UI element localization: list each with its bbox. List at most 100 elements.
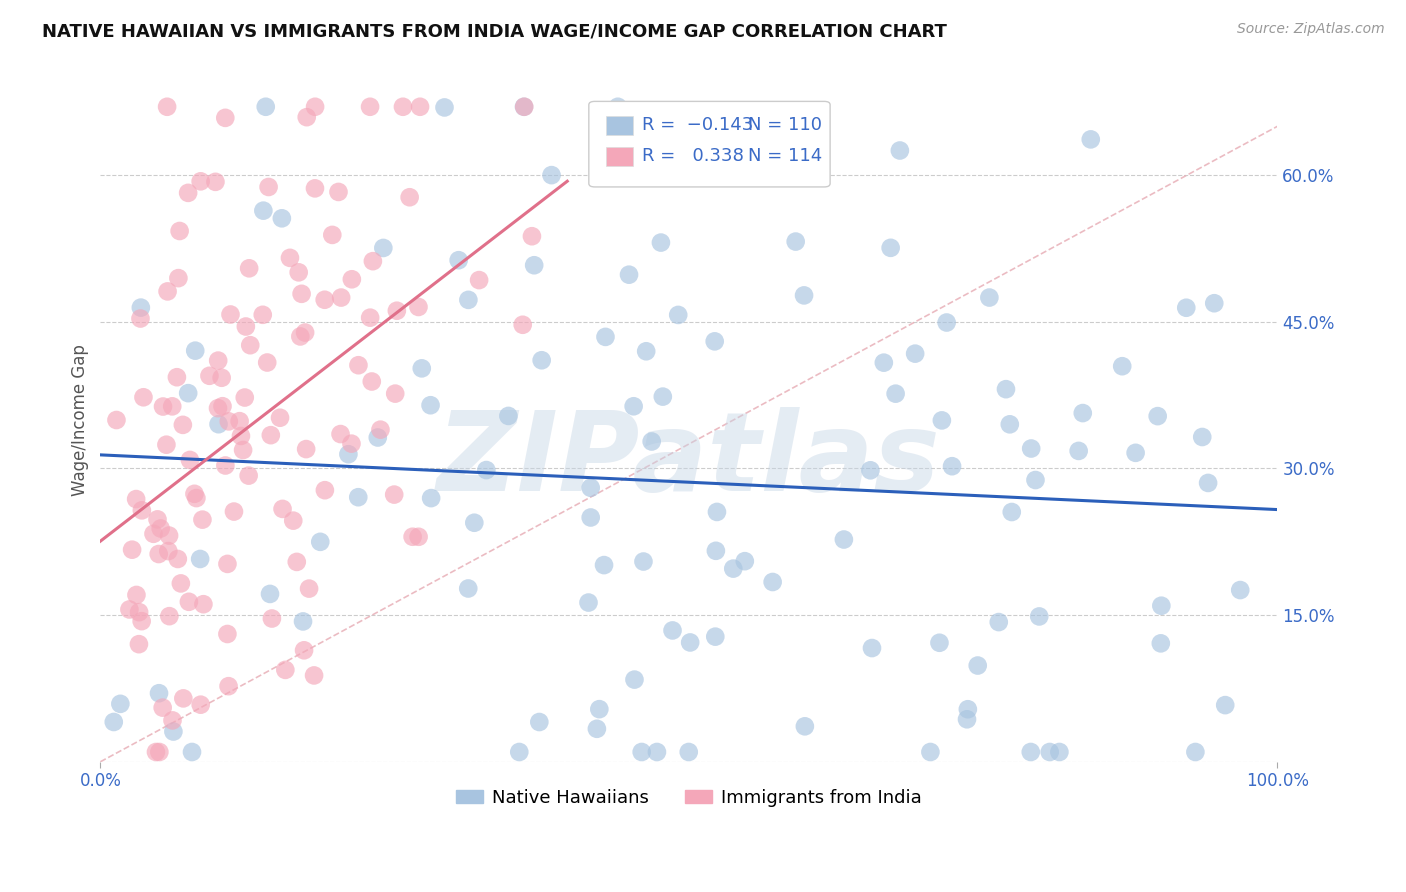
Point <box>889 144 911 158</box>
Point <box>214 111 236 125</box>
Point <box>257 180 280 194</box>
Point <box>1204 296 1226 310</box>
Point <box>1229 582 1251 597</box>
Point <box>219 308 242 322</box>
Point <box>785 235 807 249</box>
Point <box>304 100 326 114</box>
Point <box>723 561 745 575</box>
Point <box>298 582 321 596</box>
Y-axis label: Wage/Income Gap: Wage/Income Gap <box>72 343 89 496</box>
Point <box>588 702 610 716</box>
Point <box>156 285 179 299</box>
Point <box>190 174 212 188</box>
Point <box>513 100 536 114</box>
Point <box>392 100 415 114</box>
Point <box>651 390 673 404</box>
Point <box>214 458 236 473</box>
Point <box>1184 745 1206 759</box>
Point <box>229 429 252 443</box>
Point <box>285 555 308 569</box>
Point <box>239 338 262 352</box>
Point <box>734 554 756 568</box>
Point <box>292 615 315 629</box>
Point <box>706 505 728 519</box>
FancyBboxPatch shape <box>589 102 830 187</box>
Point <box>457 582 479 596</box>
Point <box>411 361 433 376</box>
Text: R =   0.338: R = 0.338 <box>643 147 744 165</box>
Point <box>278 251 301 265</box>
Point <box>148 547 170 561</box>
Point <box>188 552 211 566</box>
Point <box>1150 636 1173 650</box>
Point <box>157 609 180 624</box>
Point <box>645 745 668 759</box>
Point <box>233 391 256 405</box>
Point <box>157 528 180 542</box>
Point <box>183 487 205 501</box>
Point <box>1146 409 1168 424</box>
Point <box>419 398 441 412</box>
Point <box>131 614 153 628</box>
Point <box>367 430 389 444</box>
Point <box>1150 599 1173 613</box>
Point <box>222 505 245 519</box>
Point <box>703 334 725 349</box>
Point <box>530 353 553 368</box>
Point <box>121 542 143 557</box>
Point <box>370 423 392 437</box>
Point <box>359 100 381 114</box>
Point <box>211 370 233 384</box>
Point <box>762 574 785 589</box>
Point <box>579 510 602 524</box>
Text: Source: ZipAtlas.com: Source: ZipAtlas.com <box>1237 22 1385 37</box>
Legend: Native Hawaiians, Immigrants from India: Native Hawaiians, Immigrants from India <box>449 782 929 814</box>
Point <box>314 483 336 498</box>
Point <box>145 745 167 759</box>
Point <box>373 241 395 255</box>
Point <box>859 463 882 477</box>
Point <box>382 487 405 501</box>
Point <box>193 597 215 611</box>
Point <box>463 516 485 530</box>
Point <box>1019 442 1042 456</box>
Point <box>409 100 432 114</box>
Point <box>148 745 170 759</box>
Point <box>170 576 193 591</box>
Point <box>259 587 281 601</box>
Point <box>650 235 672 250</box>
Point <box>162 714 184 728</box>
Point <box>361 254 384 268</box>
Point <box>252 203 274 218</box>
Point <box>860 641 883 656</box>
Point <box>468 273 491 287</box>
Point <box>475 463 498 477</box>
Point <box>207 417 229 432</box>
Point <box>309 534 332 549</box>
Point <box>347 358 370 372</box>
Point <box>292 643 315 657</box>
Point <box>1080 132 1102 146</box>
Point <box>294 326 316 340</box>
Point <box>347 490 370 504</box>
Point <box>295 442 318 456</box>
Point <box>420 491 443 505</box>
Point <box>1197 475 1219 490</box>
Point <box>1067 444 1090 458</box>
Point <box>156 100 179 114</box>
Point <box>218 414 240 428</box>
Point <box>640 434 662 449</box>
Point <box>1028 609 1050 624</box>
Point <box>595 330 617 344</box>
Point <box>290 329 312 343</box>
Point <box>1019 745 1042 759</box>
Point <box>385 303 408 318</box>
Point <box>793 719 815 733</box>
Point <box>520 229 543 244</box>
Point <box>162 724 184 739</box>
Point <box>110 697 132 711</box>
Point <box>928 636 950 650</box>
Point <box>207 353 229 368</box>
Point <box>433 100 456 114</box>
Point <box>166 370 188 384</box>
